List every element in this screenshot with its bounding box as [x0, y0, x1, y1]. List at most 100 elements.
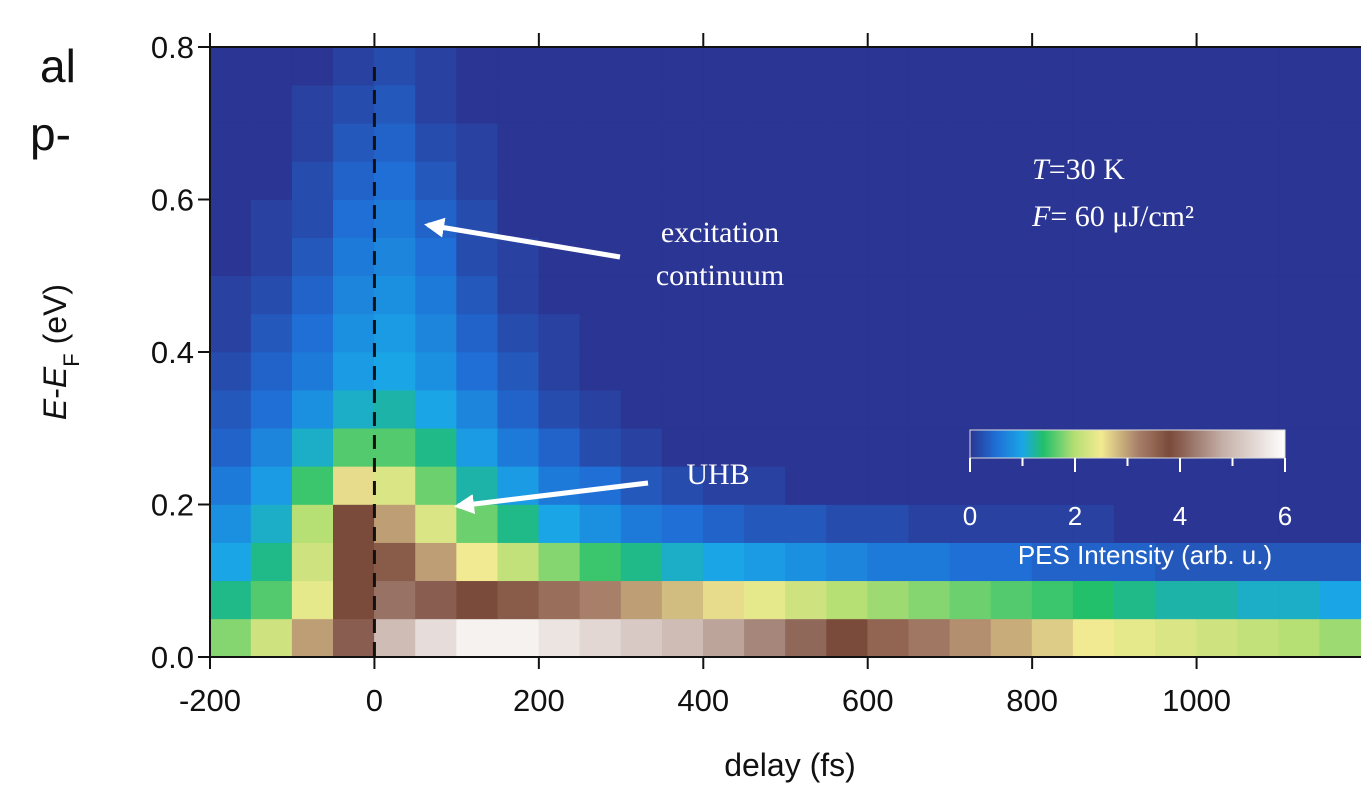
heatmap-cell	[786, 505, 827, 543]
heatmap-cell	[950, 352, 991, 390]
y-label-part: E	[37, 398, 73, 420]
y-tick-label: 0.0	[151, 640, 194, 675]
annotation: excitation	[661, 216, 779, 249]
heatmap-cell	[786, 390, 827, 428]
colorbar-tick-label: 4	[1173, 501, 1187, 531]
heatmap-cell	[703, 581, 744, 619]
heatmap-cell	[333, 428, 374, 466]
heatmap-cell	[580, 85, 621, 123]
heatmap-cell	[416, 85, 457, 123]
heatmap-cell	[374, 619, 415, 657]
heatmap-cell	[1320, 238, 1361, 276]
heatmap-cell	[744, 161, 785, 199]
x-tick-label: 800	[1006, 683, 1058, 718]
heatmap-cell	[786, 238, 827, 276]
y-label-part: (eV)	[37, 284, 73, 353]
colorbar-tick-label: 6	[1278, 501, 1292, 531]
heatmap-cell	[909, 619, 950, 657]
heatmap-cell	[1197, 352, 1238, 390]
heatmap-cell	[744, 505, 785, 543]
heatmap-cell	[1320, 161, 1361, 199]
heatmap-cell	[210, 314, 251, 352]
heatmap-cell	[374, 466, 415, 504]
annotation-part: =30 K	[1049, 153, 1125, 186]
colorbar-tick-label: 0	[963, 501, 977, 531]
heatmap-cell	[909, 543, 950, 581]
heatmap-cell	[621, 581, 662, 619]
heatmap-cell	[621, 47, 662, 85]
heatmap-cell	[786, 200, 827, 238]
heatmap-cell	[827, 123, 868, 161]
heatmap-cell	[333, 543, 374, 581]
heatmap-cell	[1073, 466, 1114, 504]
heatmap-cell	[744, 428, 785, 466]
heatmap-cell	[416, 619, 457, 657]
heatmap-cell	[292, 505, 333, 543]
heatmap-cell	[827, 314, 868, 352]
heatmap-cell	[703, 543, 744, 581]
heatmap-cell	[703, 47, 744, 85]
heatmap-cell	[1238, 390, 1279, 428]
heatmap-cell	[1155, 47, 1196, 85]
x-axis-label: delay (fs)	[724, 747, 856, 783]
heatmap-cell	[991, 200, 1032, 238]
heatmap-cell	[827, 619, 868, 657]
heatmap-cell	[498, 581, 539, 619]
heatmap-cell	[251, 466, 292, 504]
heatmap-cell	[1197, 85, 1238, 123]
y-label-part: -	[37, 388, 73, 399]
heatmap-cell	[333, 85, 374, 123]
heatmap-cell	[909, 581, 950, 619]
heatmap-cell	[539, 428, 580, 466]
heatmap-cell	[1073, 276, 1114, 314]
heatmap-cell	[210, 276, 251, 314]
heatmap-cell	[1320, 466, 1361, 504]
heatmap-cell	[251, 85, 292, 123]
heatmap-cell	[292, 466, 333, 504]
heatmap-cell	[662, 161, 703, 199]
heatmap-cell	[210, 238, 251, 276]
heatmap-cell	[868, 123, 909, 161]
heatmap-cell	[1155, 390, 1196, 428]
heatmap-cell	[1197, 161, 1238, 199]
annotation: UHB	[686, 458, 749, 491]
heatmap-cell	[662, 505, 703, 543]
heatmap-cell	[950, 276, 991, 314]
heatmap-cell	[292, 619, 333, 657]
heatmap-cell	[1114, 47, 1155, 85]
heatmap-cell	[292, 200, 333, 238]
heatmap-cell	[991, 505, 1032, 543]
heatmap-cell	[292, 390, 333, 428]
heatmap-cell	[333, 238, 374, 276]
heatmap-cell	[662, 543, 703, 581]
heatmap-cell	[786, 276, 827, 314]
heatmap-cell	[210, 543, 251, 581]
heatmap-cell	[416, 47, 457, 85]
heatmap-cell	[498, 276, 539, 314]
heatmap-cell	[539, 85, 580, 123]
heatmap-cell	[827, 276, 868, 314]
heatmap-cell	[950, 200, 991, 238]
heatmap-cell	[786, 581, 827, 619]
heatmap-cell	[1155, 238, 1196, 276]
heatmap-cell	[251, 161, 292, 199]
heatmap-cell	[950, 466, 991, 504]
heatmap-cell	[1155, 619, 1196, 657]
heatmap-cell	[251, 581, 292, 619]
heatmap-cell	[950, 390, 991, 428]
heatmap-cell	[292, 543, 333, 581]
heatmap-cell	[1279, 276, 1320, 314]
heatmap-cell	[744, 581, 785, 619]
heatmap-cell	[909, 85, 950, 123]
heatmap-cell	[498, 123, 539, 161]
heatmap-cell	[333, 619, 374, 657]
heatmap-cell	[251, 428, 292, 466]
heatmap-cell	[1032, 238, 1073, 276]
heatmap-cell	[703, 123, 744, 161]
heatmap-cell	[868, 428, 909, 466]
heatmap-cell	[1279, 200, 1320, 238]
heatmap-cell	[703, 161, 744, 199]
heatmap-cell	[703, 352, 744, 390]
heatmap-cell	[1320, 47, 1361, 85]
heatmap-cell	[498, 85, 539, 123]
